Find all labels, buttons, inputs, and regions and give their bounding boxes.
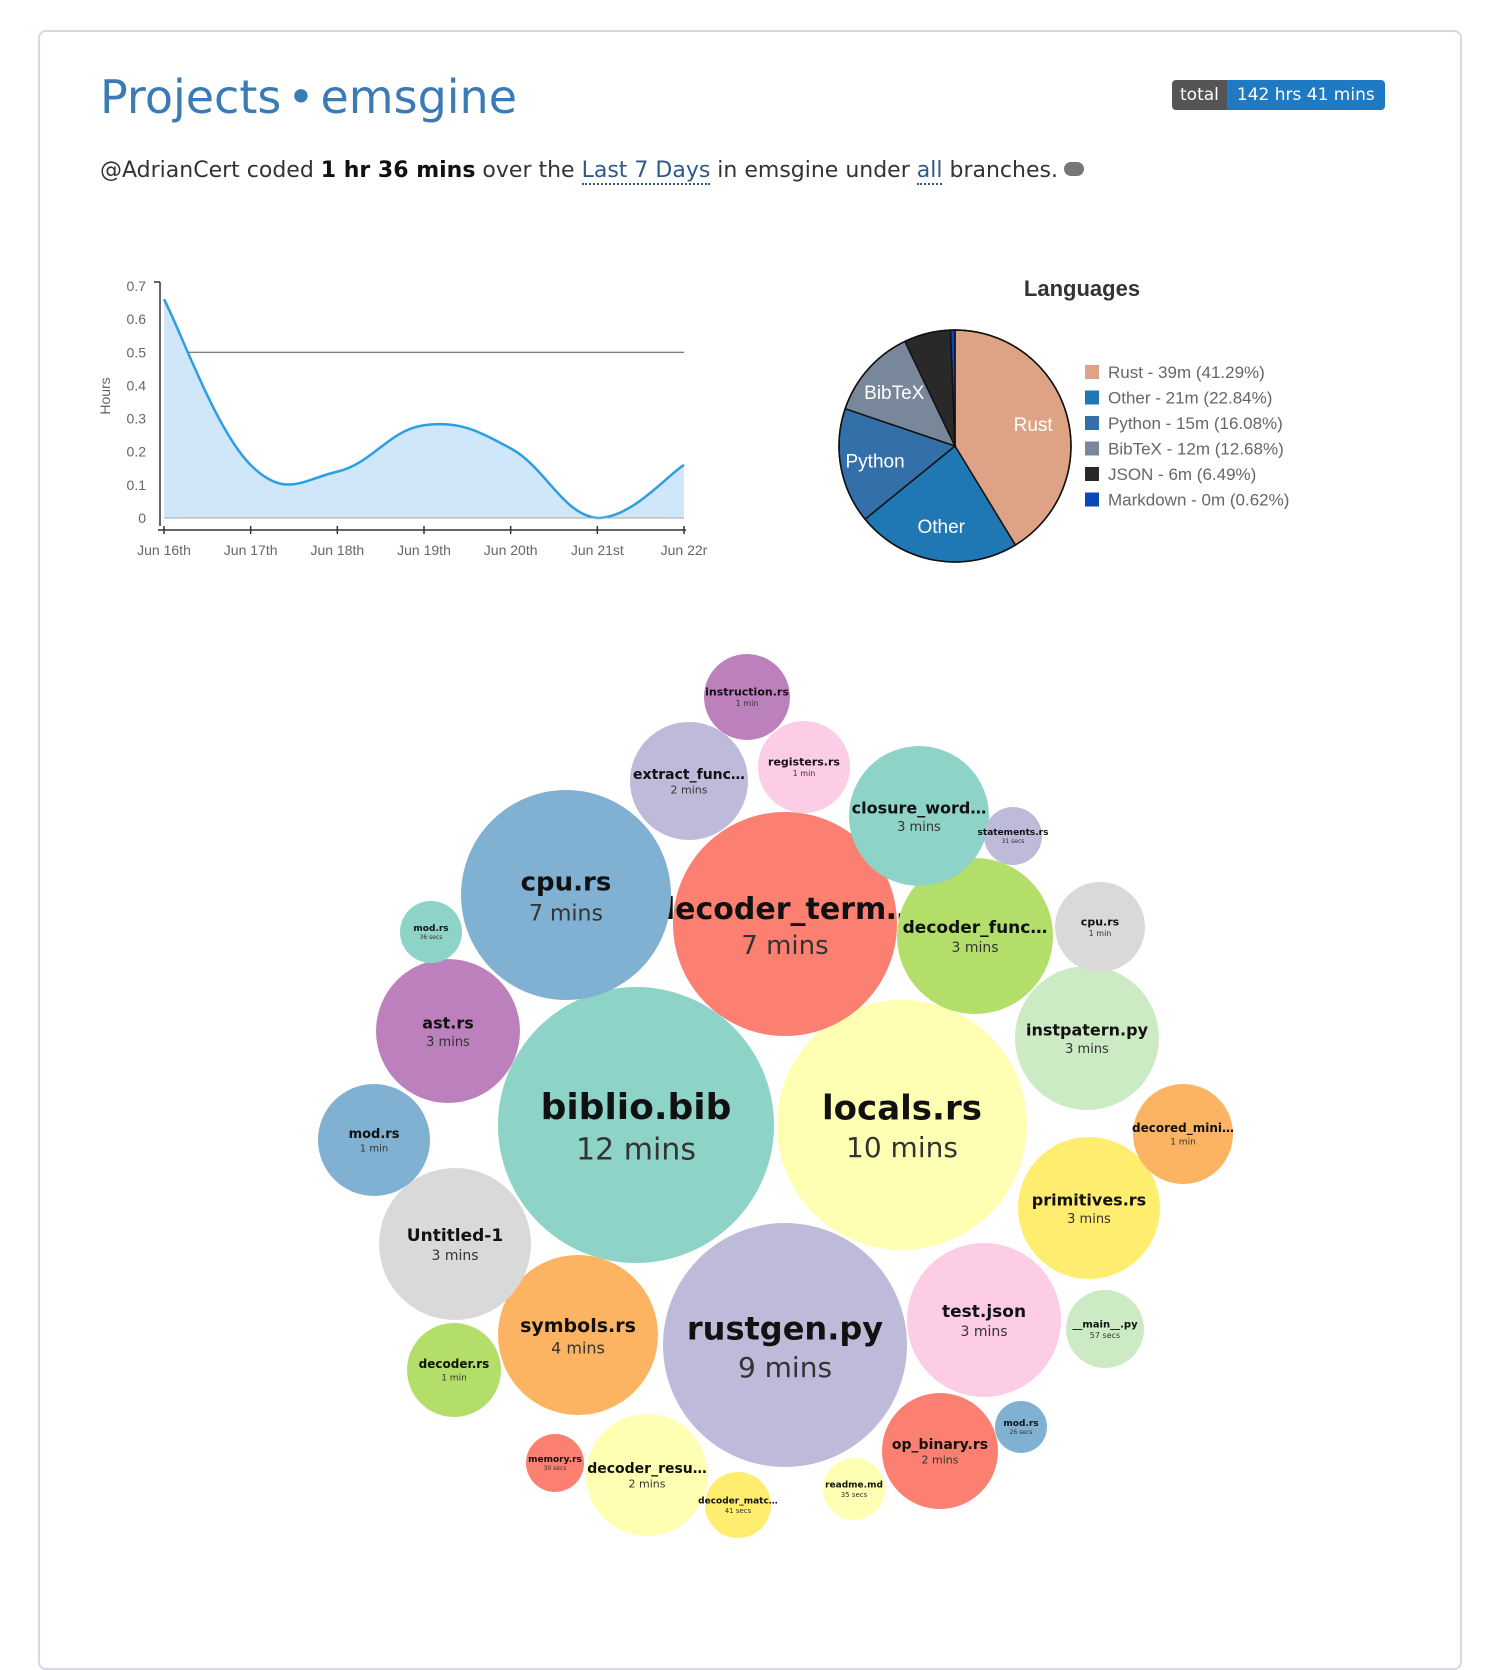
y-tick-label: 0	[138, 510, 146, 526]
branches-link[interactable]: all	[917, 158, 943, 185]
total-badge-label: total	[1172, 80, 1227, 110]
coding-activity-chart: Hours 0 0.1 0.2 0.3 0.4 0.5 0.6 0.7 Jun 16th Jun …	[0, 0, 720, 580]
total-badge: total 142 hrs 41 mins	[1172, 80, 1385, 110]
y-tick-label: 0.2	[127, 444, 147, 460]
y-tick-label: 0.6	[127, 311, 147, 327]
x-tick-label: Jun 16th	[137, 542, 191, 558]
x-tick-label: Jun 21st	[571, 542, 624, 558]
cloud-download-icon[interactable]	[1064, 162, 1084, 176]
x-tick-label: Jun 22r	[661, 542, 708, 558]
total-badge-value: 142 hrs 41 mins	[1227, 80, 1385, 110]
x-tick-label: Jun 19th	[397, 542, 451, 558]
y-tick-label: 0.4	[127, 377, 147, 393]
y-tick-label: 0.7	[127, 278, 147, 294]
area-fill	[164, 299, 684, 518]
y-tick-label: 0.3	[127, 411, 147, 427]
x-tick-label: Jun 17th	[224, 542, 278, 558]
x-tick-label: Jun 20th	[484, 542, 538, 558]
y-tick-label: 0.5	[127, 344, 147, 360]
y-tick-label: 0.1	[127, 477, 147, 493]
summary-in-text: in emsgine under	[710, 158, 916, 183]
summary-branches-text: branches.	[942, 158, 1057, 183]
y-axis-label: Hours	[97, 377, 113, 414]
x-tick-label: Jun 18th	[310, 542, 364, 558]
